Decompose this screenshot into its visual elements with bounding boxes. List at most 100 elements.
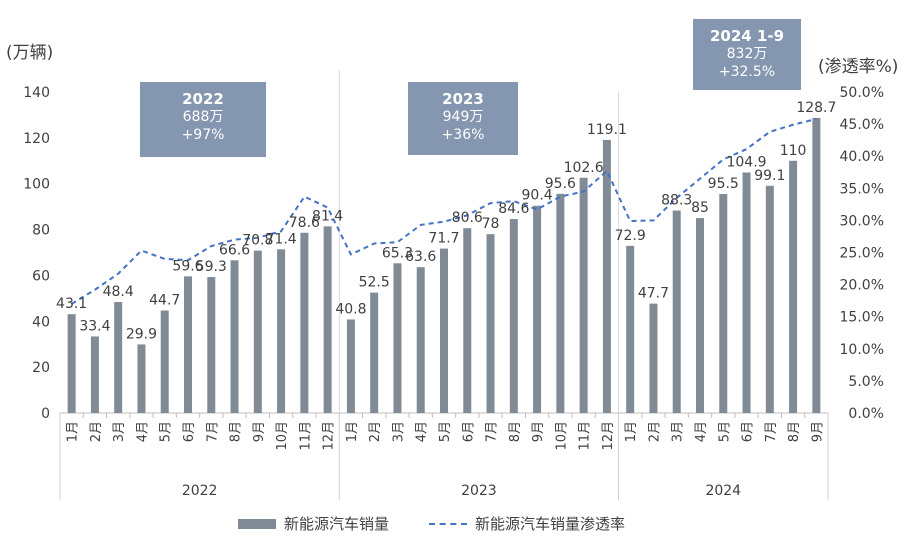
bar-data-label: 104.9 [726,154,766,170]
right-axis-tick-label: 30.0% [840,213,884,229]
bar [440,248,448,413]
x-axis-tick-label: 9月 [252,421,267,442]
bar [579,177,588,413]
left-axis-tick-label: 140 [23,85,50,101]
group-label: 2022 [182,483,218,499]
x-axis-tick-label: 2月 [368,421,383,442]
bar [672,210,681,413]
x-axis-tick-label: 10月 [554,421,569,451]
right-axis-tick-label: 25.0% [840,246,884,262]
x-axis-tick-label: 3月 [671,421,686,442]
bar-data-label: 110 [780,143,807,159]
bar-data-label: 95.5 [708,176,739,192]
bar [812,117,821,413]
legend-line-swatch [429,522,468,525]
group-label: 2023 [461,483,497,499]
bar [253,250,262,413]
x-axis-tick-label: 3月 [391,421,406,442]
bar-data-label: 119.1 [587,122,627,138]
bar [486,234,495,413]
bar [370,292,379,413]
legend-line-label: 新能源汽车销量渗透率 [475,515,626,533]
right-axis-tick-label: 0.0% [848,406,884,422]
x-axis-tick-label: 5月 [159,421,174,442]
left-axis-tick-label: 20 [32,360,50,376]
bar [114,302,123,413]
bar-data-label: 29.9 [126,326,157,342]
x-axis-tick-label: 12月 [601,421,616,451]
x-axis-tick-label: 5月 [717,421,732,442]
bar [90,336,99,413]
legend: 新能源汽车销量 新能源汽车销量渗透率 [238,513,625,534]
x-axis-tick-label: 10月 [275,421,290,451]
x-axis-tick-label: 9月 [531,421,546,442]
penetration-line [71,117,817,305]
left-axis-tick-label: 100 [23,177,50,193]
bar [346,319,355,413]
right-axis-unit: (渗透率%) [818,57,899,77]
bar-data-label: 90.4 [522,188,553,204]
summary-total: 688万 [182,109,224,125]
bar-data-label: 85 [691,200,709,216]
bar-data-label: 33.4 [79,318,110,334]
bar-data-label: 78.6 [289,215,320,231]
x-axis-tick-label: 11月 [298,421,313,451]
x-axis-tick-label: 8月 [787,421,802,442]
bar-data-label: 71.4 [266,231,297,247]
right-axis-tick-label: 50.0% [840,85,884,101]
summary-growth: +36% [441,127,485,143]
bar-data-label: 47.7 [638,286,669,302]
bar [463,228,472,413]
bar-data-label: 84.6 [498,201,529,217]
summary-total: 832万 [726,46,768,62]
summary-total: 949万 [442,109,484,125]
summary-growth: +97% [181,127,225,143]
summary-year: 2023 [442,90,484,108]
x-axis-tick-label: 4月 [694,421,709,442]
bar-data-label: 52.5 [359,275,390,291]
x-axis-tick-label: 1月 [624,421,639,442]
bar [533,205,542,413]
x-axis-tick-label: 3月 [112,421,127,442]
bar-data-label: 102.6 [564,160,604,176]
right-axis-tick-label: 45.0% [840,117,884,133]
bar-data-label: 48.4 [103,284,134,300]
bar-data-label: 88.3 [661,193,692,209]
legend-bar-swatch [238,518,276,529]
bar [742,172,751,413]
bar-data-label: 72.9 [615,228,646,244]
left-axis-tick-label: 40 [32,314,50,330]
bar [67,314,76,413]
bar-data-label: 63.6 [405,249,436,265]
left-axis-tick-label: 60 [32,268,50,284]
summary-year: 2022 [182,90,224,108]
x-axis-tick-label: 6月 [461,421,476,442]
x-axis-tick-label: 6月 [741,421,756,442]
bar-data-label: 95.6 [545,176,576,192]
summary-growth: +32.5% [718,64,776,80]
bar [137,344,146,413]
bar [416,267,425,413]
bar [626,245,635,413]
bar-data-label: 40.8 [335,301,366,317]
right-axis-tick-label: 15.0% [840,310,884,326]
x-axis-tick-label: 9月 [810,421,825,442]
x-axis-tick-label: 1月 [345,421,360,442]
bar-data-label: 59.6 [172,258,203,274]
x-axis-tick-label: 2月 [647,421,662,442]
bar [230,260,239,413]
bar [509,219,518,413]
right-axis-tick-label: 40.0% [840,149,884,165]
bar [160,310,169,413]
bar-data-label: 71.7 [428,231,459,247]
bar-data-label: 78 [482,216,500,232]
right-axis-tick-label: 20.0% [840,278,884,294]
bar-data-label: 81.4 [312,208,343,224]
left-axis-tick-label: 0 [41,406,50,422]
bar-data-label: 59.3 [196,259,227,275]
left-axis-unit: (万辆) [6,43,54,63]
right-axis-tick-label: 10.0% [840,342,884,358]
right-axis-tick-label: 5.0% [848,374,884,390]
right-axis-tick-label: 35.0% [840,181,884,197]
